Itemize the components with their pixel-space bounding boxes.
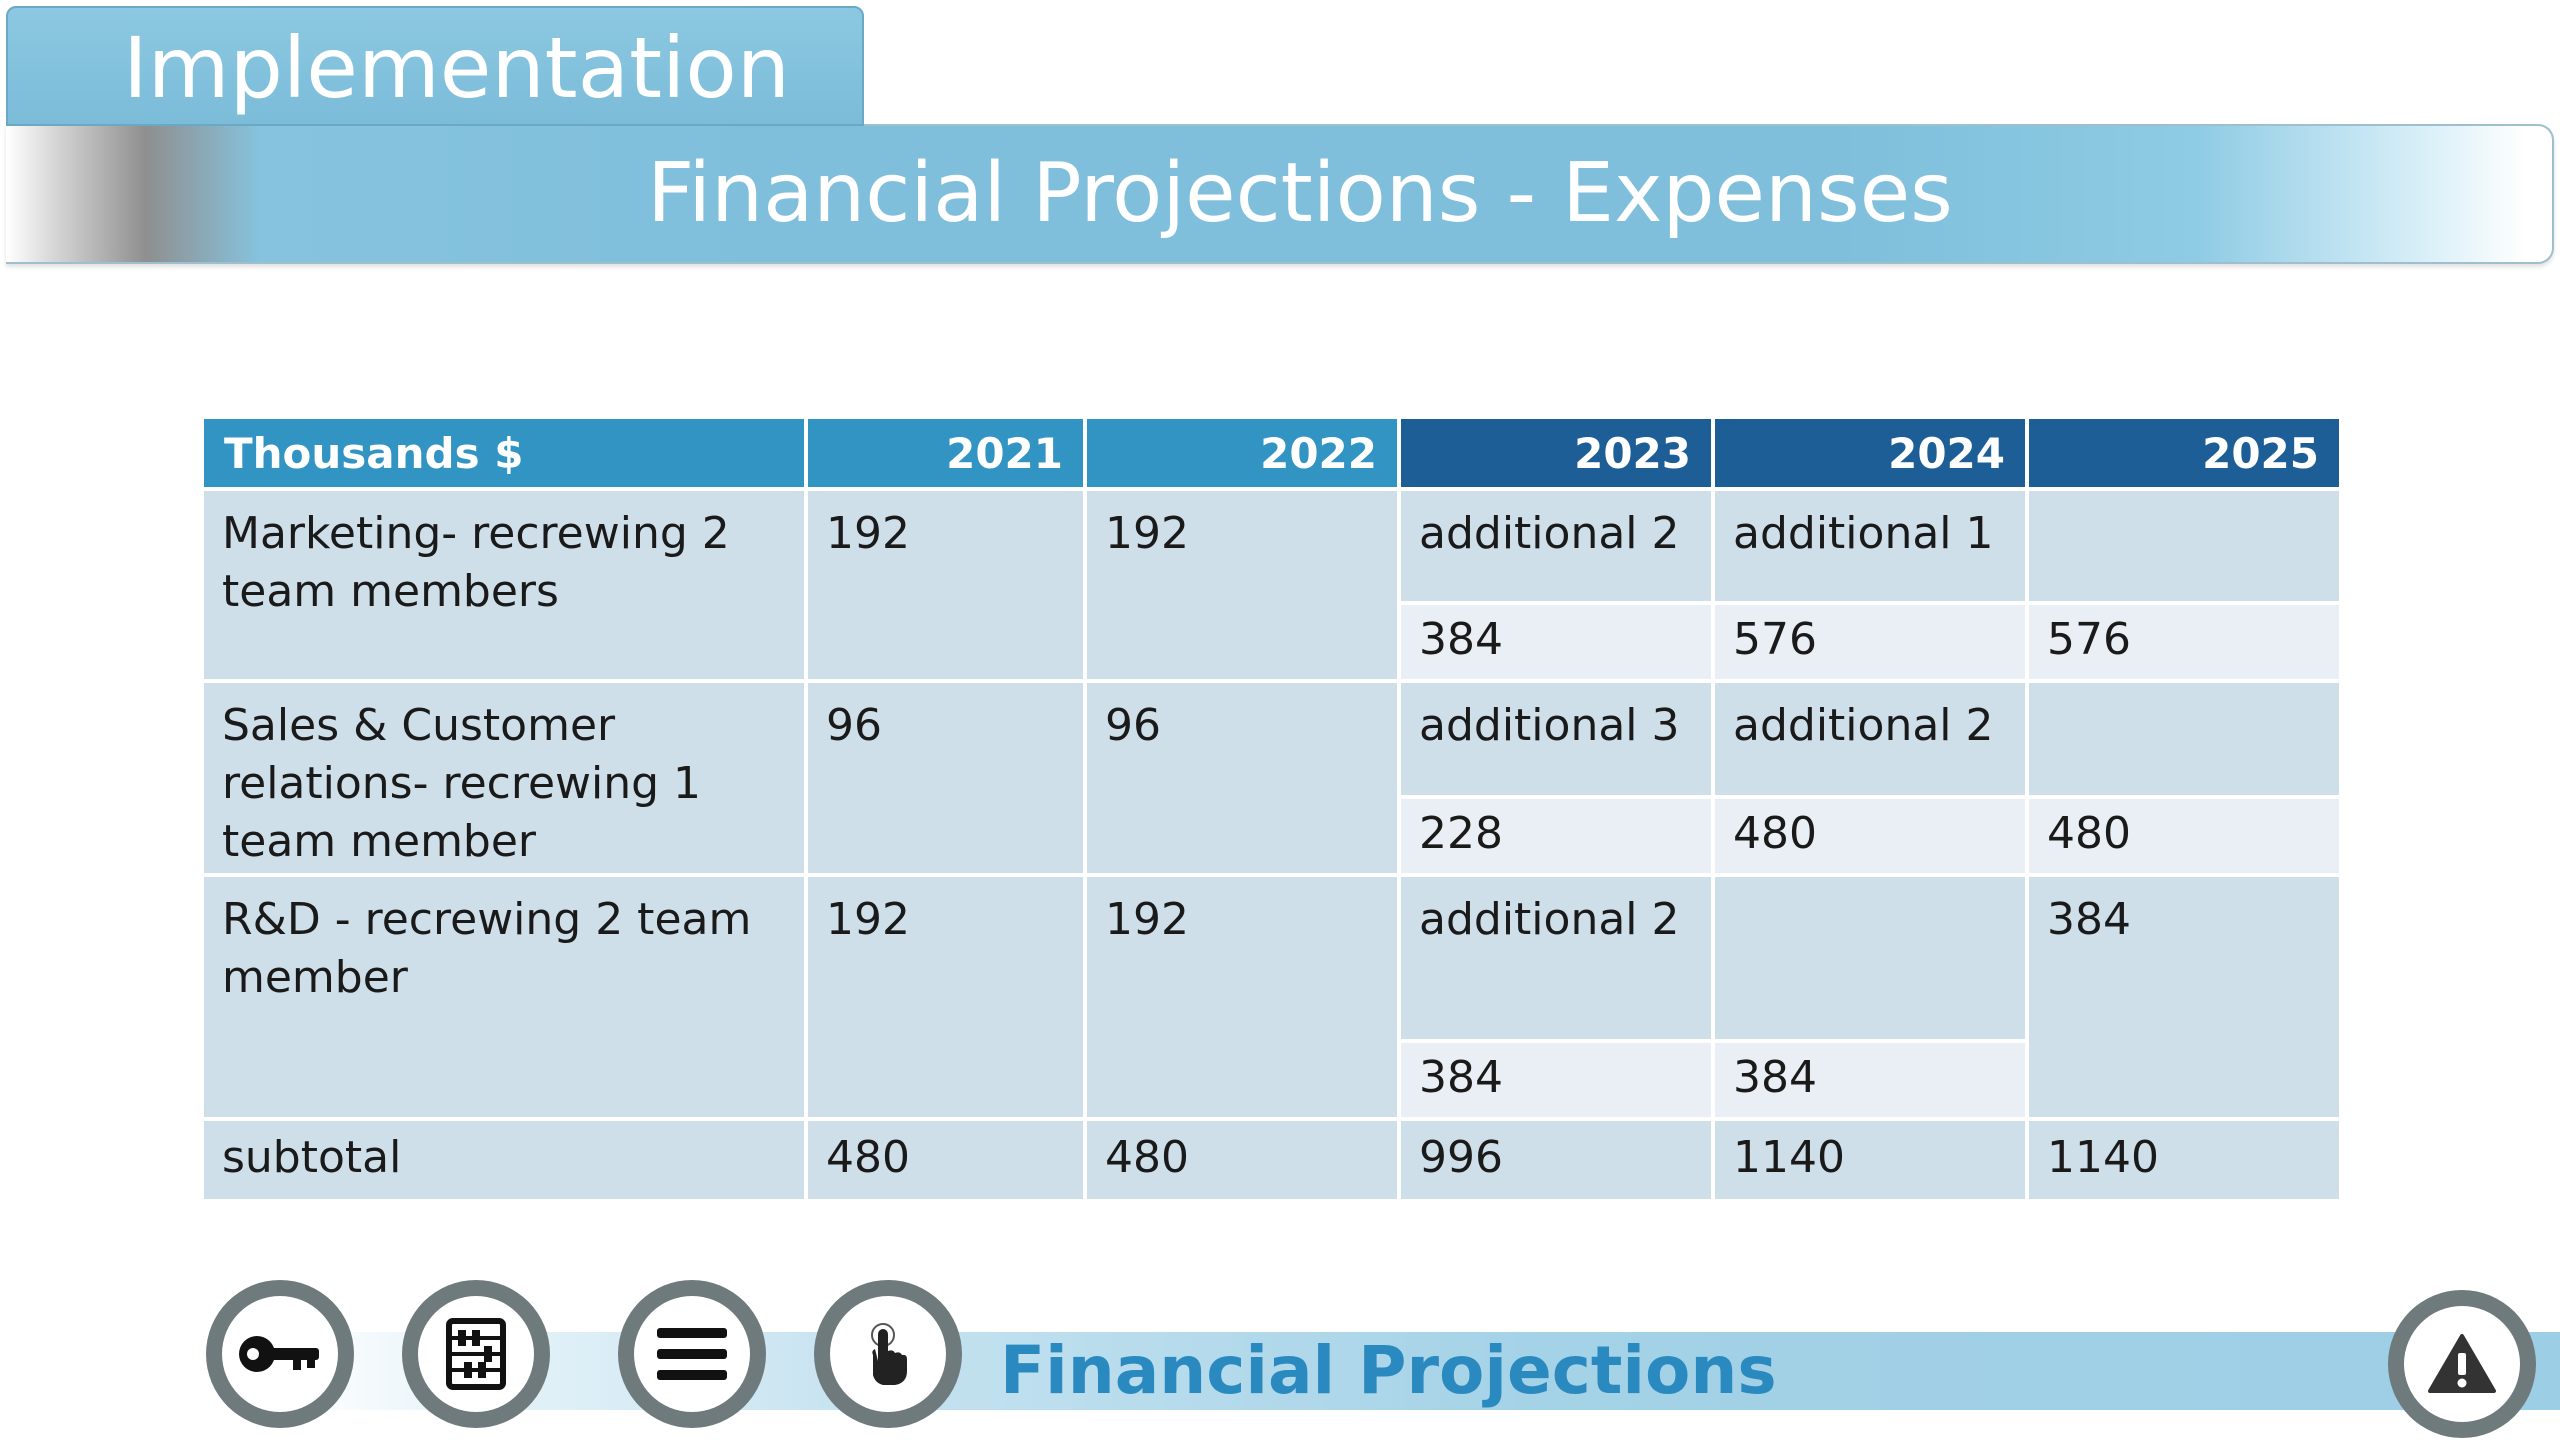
table-row: Sales & Customer relations- recrewing 1 … xyxy=(204,683,2339,877)
footer-title: Financial Projections xyxy=(1000,1332,1777,1409)
table-row: R&D - recrewing 2 team member 192 192 ad… xyxy=(204,877,2339,1121)
cell-2023: 228 xyxy=(1401,799,1711,877)
cell-2022: 192 xyxy=(1087,491,1397,683)
cell-2024: 384 xyxy=(1715,1043,2025,1121)
subtotal-row: subtotal 480 480 996 1140 1140 xyxy=(204,1121,2339,1199)
note-2023: additional 2 xyxy=(1401,877,1711,1043)
column-header-2022: 2022 xyxy=(1087,419,1397,491)
row-label: Sales & Customer relations- recrewing 1 … xyxy=(204,683,804,877)
expenses-table: Thousands $ 2021 2022 2023 2024 2025 Mar… xyxy=(200,419,2343,1199)
abacus-icon xyxy=(418,1296,534,1412)
cell-2025: 480 xyxy=(2029,799,2339,877)
cell-2025: 576 xyxy=(2029,605,2339,683)
cell-2021: 192 xyxy=(808,491,1083,683)
cell-2022: 96 xyxy=(1087,683,1397,877)
hand-pointer-icon xyxy=(830,1296,946,1412)
warning-icon xyxy=(2404,1306,2520,1422)
cell-2025: 384 xyxy=(2029,877,2339,1121)
table-row: 384 576 576 xyxy=(204,605,2339,683)
touch-button[interactable] xyxy=(814,1280,962,1428)
title-banner xyxy=(6,124,2554,264)
subtotal-2025: 1140 xyxy=(2029,1121,2339,1199)
row-label: R&D - recrewing 2 team member xyxy=(204,877,804,1121)
subtotal-2022: 480 xyxy=(1087,1121,1397,1199)
note-2023: additional 2 xyxy=(1401,491,1711,605)
cell-2024: 480 xyxy=(1715,799,2025,877)
note-2025 xyxy=(2029,683,2339,799)
note-2023: additional 3 xyxy=(1401,683,1711,799)
warning-button[interactable] xyxy=(2388,1290,2536,1438)
cell-2023: 384 xyxy=(1401,605,1711,683)
menu-button[interactable] xyxy=(618,1280,766,1428)
column-header-2024: 2024 xyxy=(1715,419,2025,491)
note-2024 xyxy=(1715,877,2025,1043)
column-header-2023: 2023 xyxy=(1401,419,1711,491)
note-2024: additional 1 xyxy=(1715,491,2025,605)
key-button[interactable] xyxy=(206,1280,354,1428)
table-row: Marketing- recrewing 2 team members 192 … xyxy=(204,491,2339,683)
subtotal-2021: 480 xyxy=(808,1121,1083,1199)
row-label: Marketing- recrewing 2 team members xyxy=(204,491,804,683)
abacus-button[interactable] xyxy=(402,1280,550,1428)
cell-2021: 192 xyxy=(808,877,1083,1121)
column-header-2025: 2025 xyxy=(2029,419,2339,491)
section-tab: Implementation xyxy=(6,6,864,126)
note-2025 xyxy=(2029,491,2339,605)
column-header-unit: Thousands $ xyxy=(204,419,804,491)
column-header-2021: 2021 xyxy=(808,419,1083,491)
cell-2022: 192 xyxy=(1087,877,1397,1121)
cell-2023: 384 xyxy=(1401,1043,1711,1121)
subtotal-2024: 1140 xyxy=(1715,1121,2025,1199)
subtotal-2023: 996 xyxy=(1401,1121,1711,1199)
table-row: 228 480 480 xyxy=(204,799,2339,877)
table-row: 384 384 xyxy=(204,1043,2339,1121)
key-icon xyxy=(222,1296,338,1412)
cell-2024: 576 xyxy=(1715,605,2025,683)
subtotal-label: subtotal xyxy=(204,1121,804,1199)
menu-icon xyxy=(634,1296,750,1412)
table-header-row: Thousands $ 2021 2022 2023 2024 2025 xyxy=(204,419,2339,491)
note-2024: additional 2 xyxy=(1715,683,2025,799)
cell-2021: 96 xyxy=(808,683,1083,877)
slide-title: Financial Projections - Expenses xyxy=(647,146,1953,241)
